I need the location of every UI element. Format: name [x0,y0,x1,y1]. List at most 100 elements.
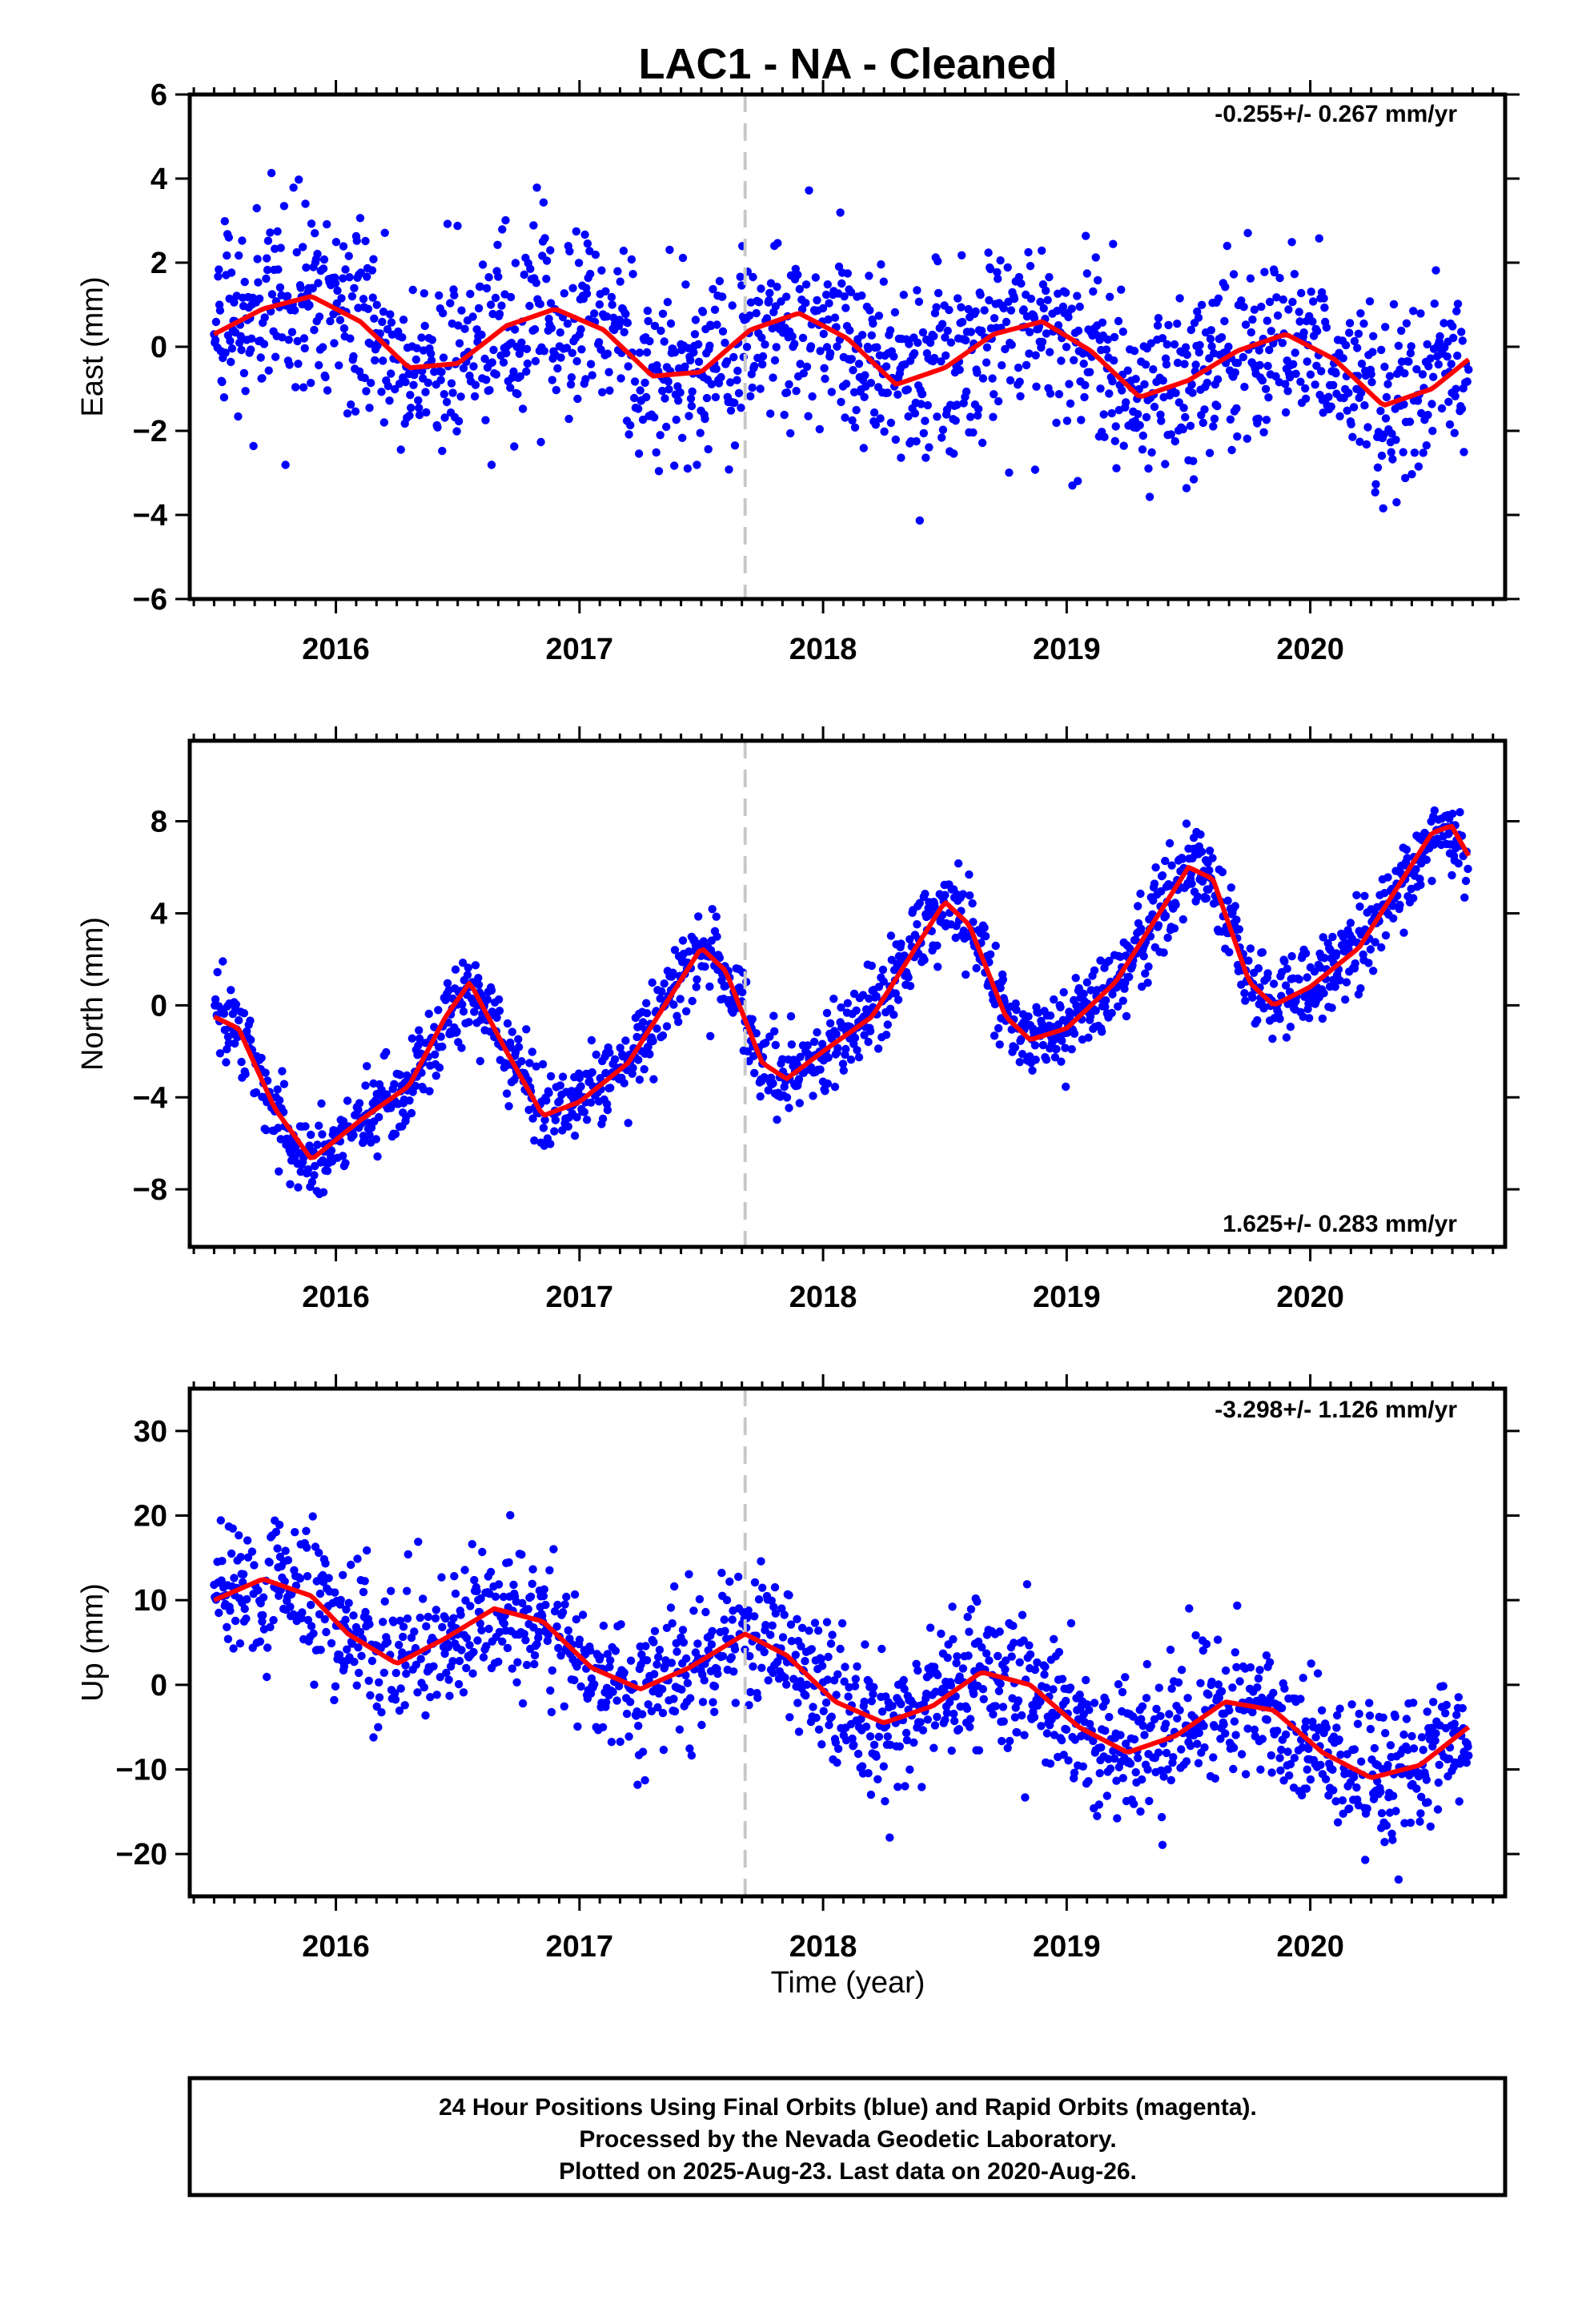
east-point [1464,365,1473,374]
east-point [969,428,978,437]
east-point [1448,322,1457,331]
up-point [399,1632,408,1642]
north-point [1050,1053,1060,1062]
up-point [521,1635,530,1645]
up-point [926,1623,935,1632]
north-point [1018,1050,1027,1059]
up-point [1361,1856,1370,1864]
north-point [634,1055,643,1064]
north-point [241,1070,250,1079]
east-point [1267,327,1276,336]
up-point [1296,1695,1305,1703]
east-point [1002,317,1011,327]
up-point [731,1699,740,1707]
north-point [224,1039,233,1047]
up-point [1290,1754,1299,1763]
up-point [879,1762,889,1771]
east-point [1308,317,1317,326]
north-point [227,986,235,995]
north-point [434,1006,443,1015]
up-point [1248,1707,1257,1717]
east-point [1239,352,1248,362]
east-point [824,315,833,324]
north-point [1084,1033,1093,1042]
up-point [444,1642,452,1651]
east-point [982,358,991,367]
east-point [412,355,420,364]
up-point [303,1543,311,1552]
east-point [1070,356,1078,364]
east-point [1046,389,1055,398]
east-point [367,266,377,275]
east-point [576,325,585,334]
east-point [408,285,417,295]
up-point [970,1690,978,1699]
east-point [1134,410,1142,419]
east-point [409,380,418,389]
east-point [428,336,436,344]
east-point [1399,400,1408,409]
north-point [1403,854,1411,862]
east-point [470,392,480,401]
north-point [1086,1012,1095,1021]
up-point [374,1723,383,1731]
up-point [1062,1696,1070,1706]
east-point [854,360,864,368]
east-point [1082,231,1090,240]
east-point [227,268,236,277]
east-point [1263,361,1272,371]
up-point [771,1609,780,1618]
north-point [670,946,680,955]
figure-title: LAC1 - NA - Cleaned [638,40,1057,88]
east-point [918,328,928,337]
east-point [488,358,496,367]
up-point [1140,1731,1149,1739]
up-point [1363,1804,1371,1813]
east-y-tick-label: 4 [151,163,167,196]
up-point [1058,1675,1067,1683]
east-point [914,297,924,306]
up-point [1110,1754,1119,1763]
up-point [866,1790,876,1799]
up-point [1062,1725,1071,1734]
north-point [1059,987,1068,997]
up-point [670,1582,679,1591]
north-point [1090,966,1099,975]
east-point [271,352,280,361]
east-point [1170,340,1179,349]
up-point [616,1737,624,1747]
north-point [990,999,1000,1009]
north-point [341,1159,350,1168]
up-point [236,1553,245,1562]
up-point [498,1637,507,1646]
east-point [399,316,408,324]
east-point [634,449,644,458]
north-point [1187,879,1196,888]
up-point [273,1544,282,1553]
up-point [258,1617,267,1626]
east-point [1400,369,1409,378]
east-point [218,377,227,387]
east-point [946,338,956,347]
north-point [958,890,968,899]
east-point [771,302,780,311]
east-point [754,298,764,307]
east-point [773,239,782,247]
up-point [558,1608,568,1617]
east-point [1257,302,1266,312]
north-point [1258,948,1267,957]
north-point [1231,902,1240,911]
up-point [897,1699,905,1709]
east-point [770,356,780,365]
east-point [1291,369,1300,378]
north-point [438,1042,447,1051]
east-point [234,412,243,421]
east-point [945,305,954,315]
up-point [1042,1683,1051,1692]
up-point [998,1703,1008,1711]
east-point [689,348,698,357]
east-point [359,295,368,304]
up-point [1391,1712,1399,1721]
east-point [818,304,828,313]
east-point [266,228,275,237]
